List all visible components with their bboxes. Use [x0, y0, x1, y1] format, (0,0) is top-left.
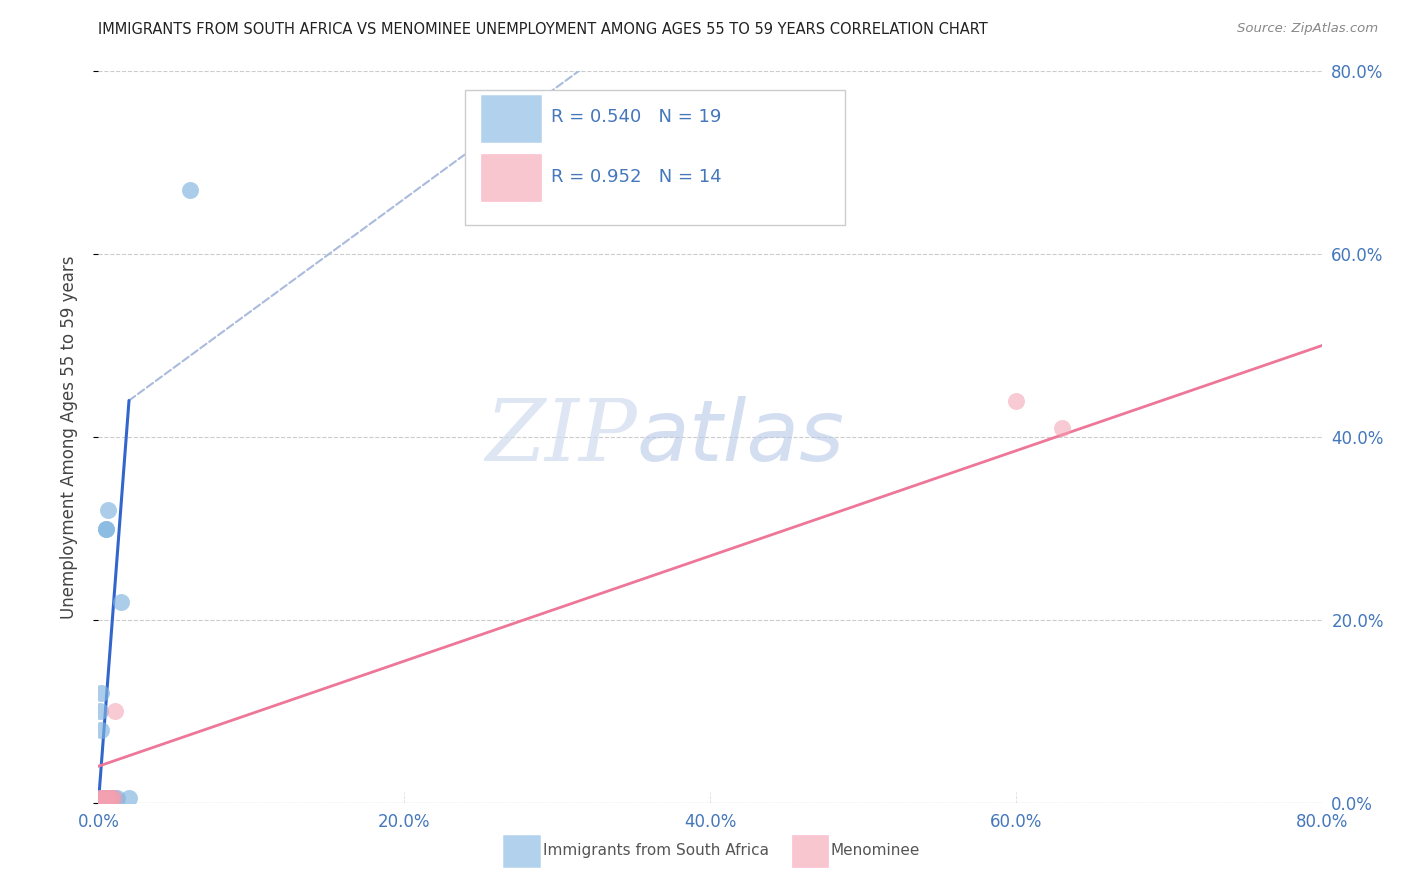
Point [89, 791, 111, 805]
Point [105, 791, 128, 805]
Point [118, 791, 141, 805]
Point [89, 705, 111, 719]
Point [91, 791, 114, 805]
FancyBboxPatch shape [481, 154, 541, 201]
Point [94, 791, 117, 805]
Point [103, 791, 125, 805]
Point [91, 791, 114, 805]
FancyBboxPatch shape [481, 95, 541, 143]
Point [98, 791, 121, 805]
Point [98, 791, 121, 805]
Point [94, 521, 117, 535]
Point [97, 791, 120, 805]
Text: ZIP: ZIP [485, 396, 637, 478]
Point [90, 723, 112, 737]
Point [90, 791, 112, 805]
Text: Immigrants from South Africa: Immigrants from South Africa [543, 844, 769, 858]
Point [1004, 393, 1026, 408]
Point [101, 791, 124, 805]
Point [93, 791, 115, 805]
Text: Menominee: Menominee [831, 844, 921, 858]
Text: atlas: atlas [637, 395, 845, 479]
Point [91, 791, 114, 805]
Point [179, 183, 201, 197]
Text: Source: ZipAtlas.com: Source: ZipAtlas.com [1237, 22, 1378, 36]
Point [97, 503, 120, 517]
Point [90, 686, 112, 700]
Point [104, 705, 127, 719]
Text: R = 0.540   N = 19: R = 0.540 N = 19 [551, 109, 721, 127]
FancyBboxPatch shape [465, 90, 845, 225]
Point [100, 791, 122, 805]
Point [101, 791, 124, 805]
Point [100, 791, 122, 805]
Point [1050, 421, 1073, 435]
Point [91, 791, 114, 805]
Point [103, 791, 125, 805]
Point [93, 791, 115, 805]
Point [91, 791, 114, 805]
Text: R = 0.952   N = 14: R = 0.952 N = 14 [551, 169, 721, 186]
Point [94, 521, 117, 535]
Text: IMMIGRANTS FROM SOUTH AFRICA VS MENOMINEE UNEMPLOYMENT AMONG AGES 55 TO 59 YEARS: IMMIGRANTS FROM SOUTH AFRICA VS MENOMINE… [98, 22, 988, 37]
Point [110, 594, 132, 608]
Y-axis label: Unemployment Among Ages 55 to 59 years: Unemployment Among Ages 55 to 59 years [59, 255, 77, 619]
Point [89, 791, 111, 805]
